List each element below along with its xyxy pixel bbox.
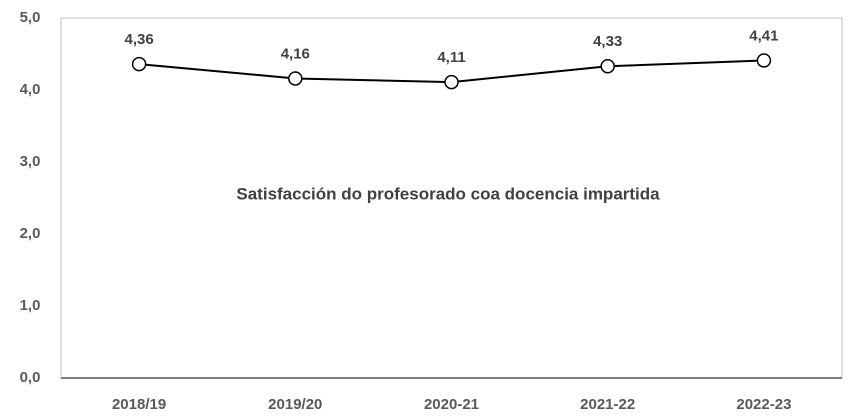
data-label: 4,36	[124, 31, 153, 48]
chart-title: Satisfacción do profesorado coa docencia…	[236, 184, 660, 203]
y-tick-label: 2,0	[20, 225, 41, 242]
point-marker	[444, 74, 459, 90]
point-marker	[288, 71, 303, 86]
point-marker	[131, 56, 147, 72]
point-marker	[756, 53, 772, 68]
x-tick-label: 2018/19	[112, 396, 166, 413]
data-label: 4,33	[593, 33, 622, 50]
y-tick-label: 5,0	[20, 9, 41, 26]
y-tick-label: 3,0	[20, 153, 41, 170]
data-label: 4,16	[281, 45, 310, 62]
x-tick-label: 2021-22	[580, 396, 635, 413]
x-tick-label: 2022-23	[736, 396, 791, 413]
y-tick-label: 4,0	[20, 81, 41, 98]
y-tick-label: 1,0	[20, 297, 41, 314]
x-tick-label: 2020-21	[424, 396, 479, 413]
data-label: 4,11	[437, 49, 465, 66]
data-label: 4,41	[749, 27, 778, 44]
x-tick-label: 2019/20	[268, 396, 322, 413]
point-marker	[600, 58, 615, 74]
y-tick-label: 0,0	[20, 369, 41, 386]
